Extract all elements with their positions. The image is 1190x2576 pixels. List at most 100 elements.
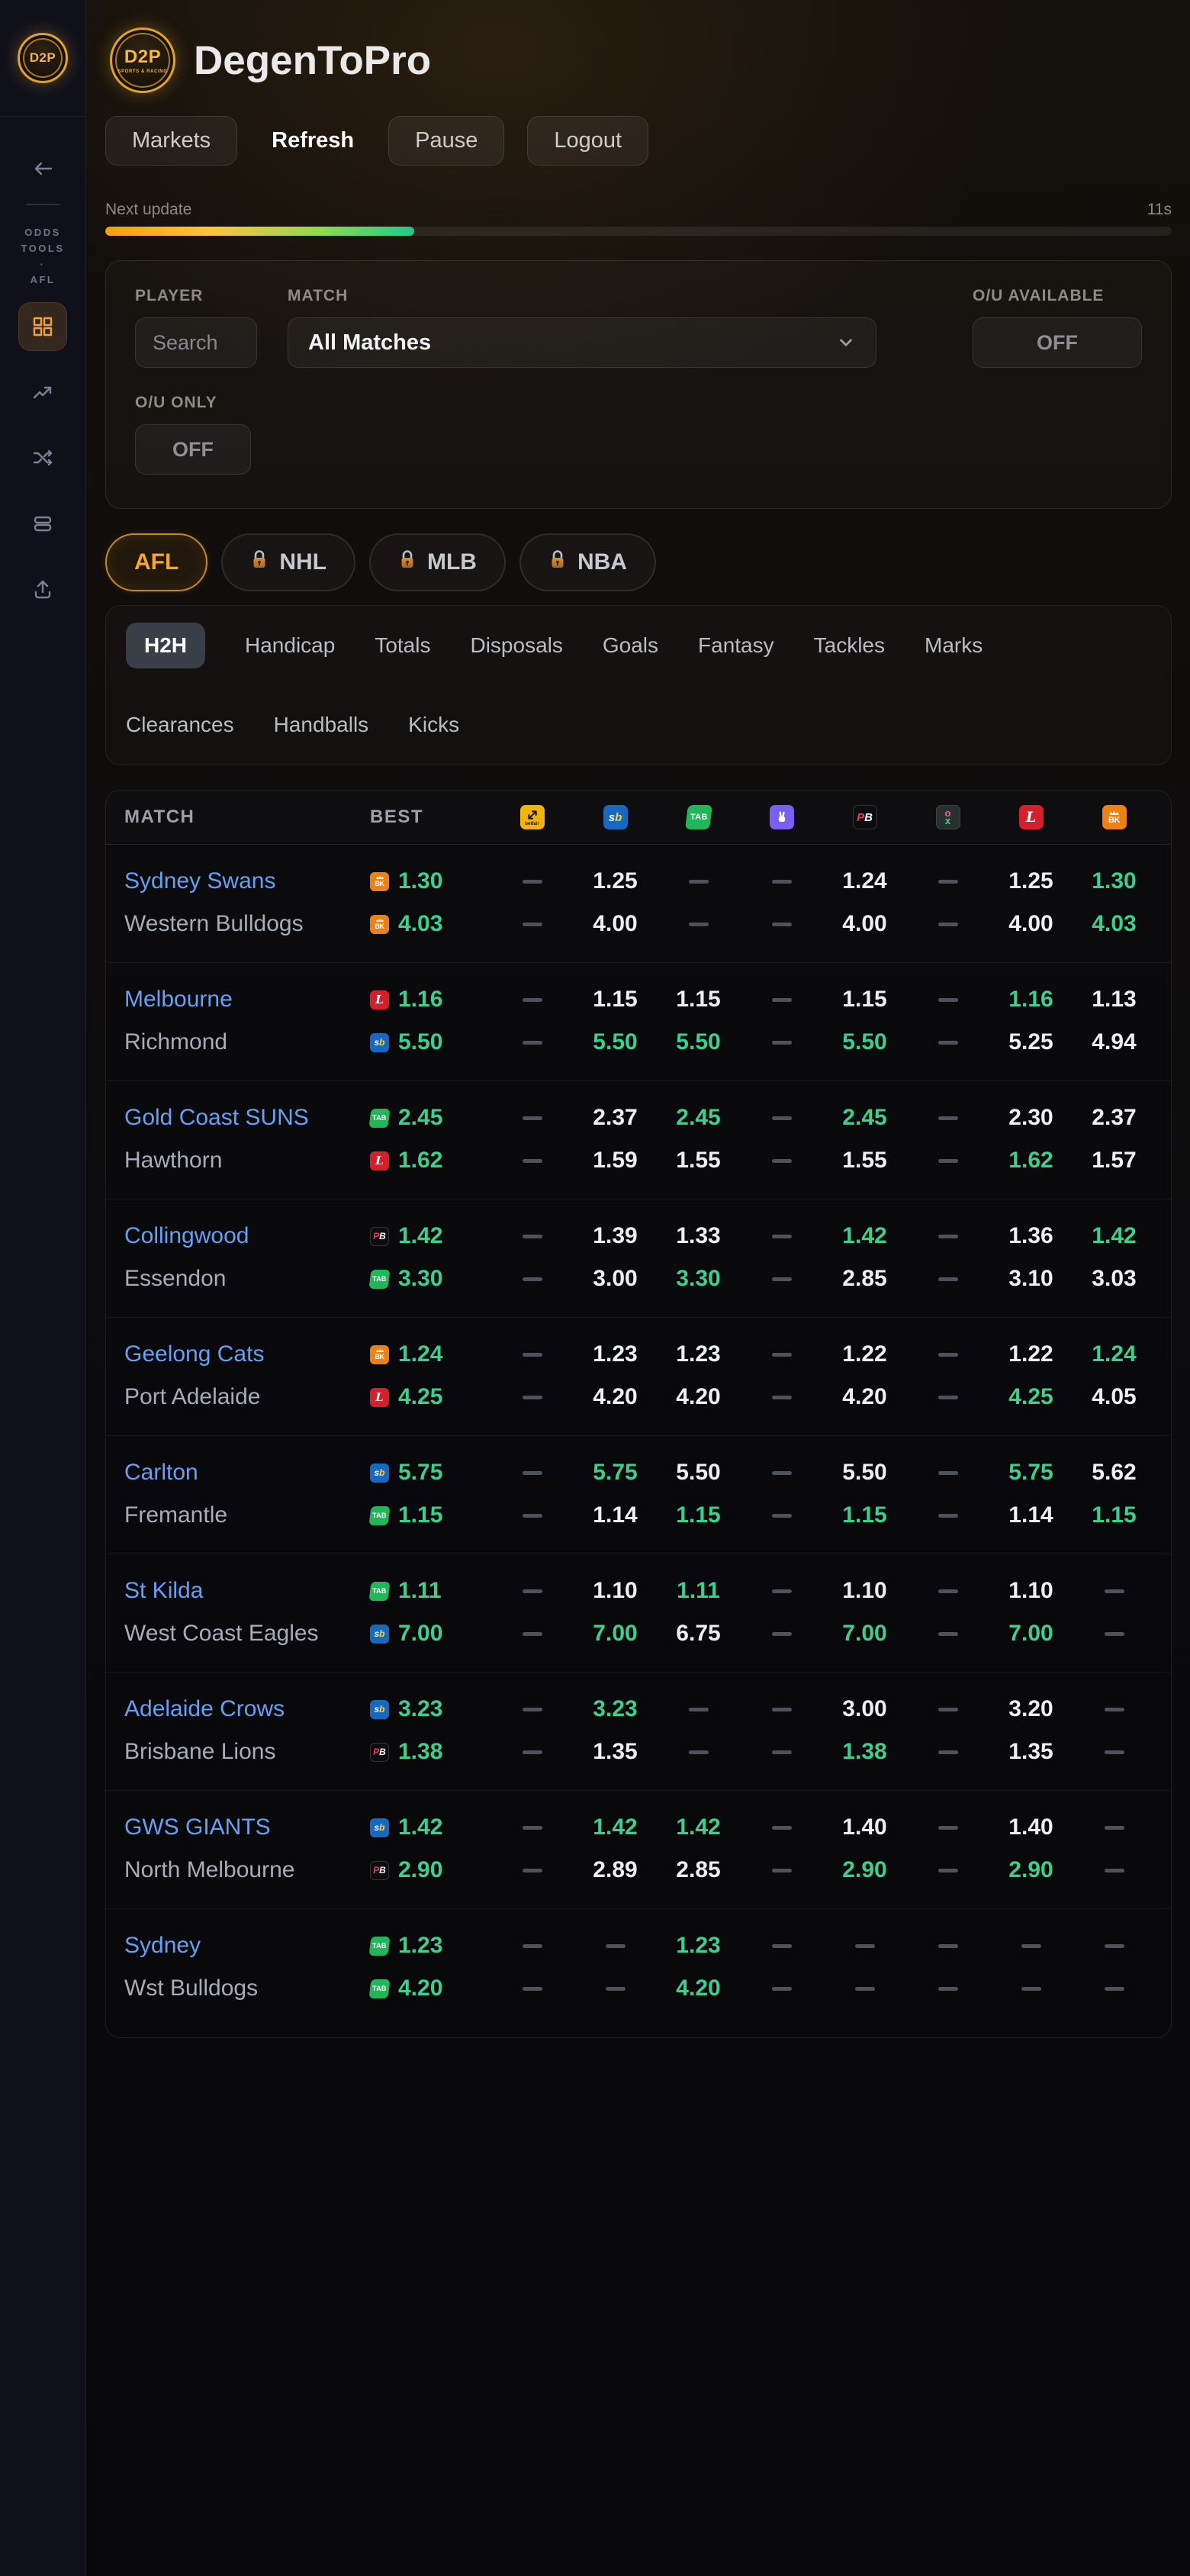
no-odds-dash: [771, 1277, 792, 1281]
sport-tab-afl[interactable]: AFL: [105, 533, 208, 591]
export-icon[interactable]: [18, 565, 67, 613]
market-tab-tackles[interactable]: Tackles: [813, 633, 886, 657]
match-select[interactable]: All Matches: [288, 317, 876, 368]
team-name[interactable]: St Kilda: [124, 1578, 204, 1603]
market-tab-disposals[interactable]: Disposals: [470, 633, 563, 657]
back-arrow-icon[interactable]: [18, 144, 67, 193]
bookmaker-bk-icon[interactable]: BK: [1102, 805, 1127, 829]
team-name[interactable]: Gold Coast SUNS: [124, 1105, 309, 1130]
odds-cell-tab: [657, 879, 740, 884]
odds-cell-hand: [740, 997, 823, 1002]
team-name: Brisbane Lions: [124, 1739, 276, 1764]
odds-value: 1.55: [842, 1148, 887, 1173]
refresh-button[interactable]: Refresh: [260, 116, 365, 166]
odds-cell-sportsbet: [574, 1986, 657, 1991]
market-tab-totals[interactable]: Totals: [375, 633, 431, 657]
match-row-group: Sydney TAB 1.23 1.23 Wst Bulldogs TAB 4.20 4.20: [106, 1908, 1171, 2027]
bookmaker-bk-icon: BK: [370, 914, 389, 934]
team-name[interactable]: Collingwood: [124, 1223, 249, 1248]
odds-cell-pb: 4.20: [823, 1384, 906, 1410]
pause-button[interactable]: Pause: [388, 116, 505, 166]
bookmaker-ladbrokes-icon[interactable]: L: [1018, 805, 1044, 829]
no-odds-dash: [522, 922, 542, 926]
team-name[interactable]: Carlton: [124, 1460, 198, 1485]
page-title: DegenToPro: [194, 37, 432, 83]
markets-button[interactable]: Markets: [105, 116, 238, 166]
no-odds-dash: [1104, 1825, 1124, 1830]
odds-value: 1.42: [1092, 1223, 1137, 1248]
shuffle-icon[interactable]: [18, 433, 67, 482]
match-filter: MATCH All Matches: [288, 287, 876, 368]
market-tab-handballs[interactable]: Handballs: [273, 713, 369, 736]
sidebar-logo-area: D2P: [0, 0, 85, 117]
odds-cell-tab: 1.23: [657, 1341, 740, 1367]
sidebar-section-label: ODDS TOOLS · AFL: [21, 225, 64, 288]
odds-cell-ox: [906, 1395, 989, 1399]
best-odds-cell: TAB 1.11: [368, 1578, 490, 1604]
market-tab-marks[interactable]: Marks: [925, 633, 983, 657]
odds-value: 1.22: [1008, 1341, 1053, 1367]
player-search-input[interactable]: [135, 317, 257, 368]
odds-cell-hand: [740, 1589, 823, 1593]
bookmaker-tab-icon[interactable]: TAB: [684, 805, 712, 829]
best-odds-cell: L 1.16: [370, 987, 490, 1013]
market-tab-handicap[interactable]: Handicap: [245, 633, 336, 657]
bookmaker-betfair-icon[interactable]: betfair: [519, 805, 545, 829]
odds-cell-hand: [740, 1943, 823, 1948]
odds-value: 3.00: [593, 1266, 638, 1291]
odds-cell-betfair: [490, 1589, 574, 1593]
odds-value: 2.37: [1092, 1105, 1137, 1130]
team-name[interactable]: Geelong Cats: [124, 1341, 265, 1367]
ou-only-toggle[interactable]: OFF: [135, 424, 251, 475]
odds-cell-pb: 4.00: [823, 911, 906, 937]
sport-tab-nhl[interactable]: NHL: [221, 533, 355, 591]
best-odds-cell: P B 1.38: [370, 1739, 490, 1765]
odds-cell-hand: [740, 1277, 823, 1281]
odds-value: 1.25: [593, 868, 638, 894]
odds-value: 4.00: [842, 911, 887, 936]
odds-value: 1.38: [842, 1739, 887, 1764]
bookmaker-hand-icon[interactable]: [769, 805, 794, 829]
odds-cell-bk: [1073, 1750, 1156, 1754]
logout-button[interactable]: Logout: [527, 116, 649, 166]
ou-available-toggle[interactable]: OFF: [973, 317, 1142, 368]
market-tab-kicks[interactable]: Kicks: [408, 713, 460, 736]
market-tab-fantasy[interactable]: Fantasy: [698, 633, 774, 657]
team-name[interactable]: Sydney Swans: [124, 868, 276, 894]
home-team-row: Melbourne L 1.16 1.15 1.15 1.15 1.16 1.13: [106, 980, 1171, 1019]
no-odds-dash: [938, 1116, 958, 1120]
odds-cell-bk: 5.62: [1073, 1460, 1156, 1486]
sport-tab-nba[interactable]: NBA: [519, 533, 656, 591]
trending-up-icon[interactable]: [18, 368, 67, 417]
sport-tab-mlb[interactable]: MLB: [368, 533, 506, 591]
team-name[interactable]: GWS GIANTS: [124, 1814, 271, 1840]
odds-cell-ox: [906, 879, 989, 884]
team-name[interactable]: Sydney: [124, 1933, 201, 1958]
bet-slips-icon[interactable]: [18, 499, 67, 548]
logo-subtext: SPORTS & RACING: [117, 69, 168, 74]
team-name: North Melbourne: [124, 1857, 295, 1882]
no-odds-dash: [522, 1234, 542, 1238]
market-tab-h2h[interactable]: H2H: [126, 623, 206, 668]
match-row-group: Adelaide Crows s b 3.23 3.23 3.00 3.20 Brisbane…: [106, 1672, 1171, 1790]
odds-cell-betfair: [490, 1116, 574, 1120]
grid-icon[interactable]: [18, 302, 67, 352]
odds-cell-ox: [906, 1116, 989, 1120]
odds-cell-tab: 5.50: [657, 1029, 740, 1055]
best-odds-value: 1.42: [398, 1223, 443, 1248]
odds-cell-ladbrokes: 1.35: [989, 1739, 1073, 1765]
market-tab-clearances[interactable]: Clearances: [126, 713, 234, 736]
match-column-header: MATCH: [124, 807, 195, 827]
d2p-logo-small[interactable]: D2P: [18, 33, 68, 83]
odds-value: 4.20: [593, 1384, 638, 1409]
market-tab-goals[interactable]: Goals: [602, 633, 659, 657]
odds-cell-sportsbet: 5.75: [574, 1460, 657, 1486]
team-name[interactable]: Adelaide Crows: [124, 1696, 285, 1721]
best-odds-value: 2.90: [398, 1857, 443, 1882]
no-odds-dash: [522, 1631, 542, 1636]
team-name[interactable]: Melbourne: [124, 987, 233, 1012]
